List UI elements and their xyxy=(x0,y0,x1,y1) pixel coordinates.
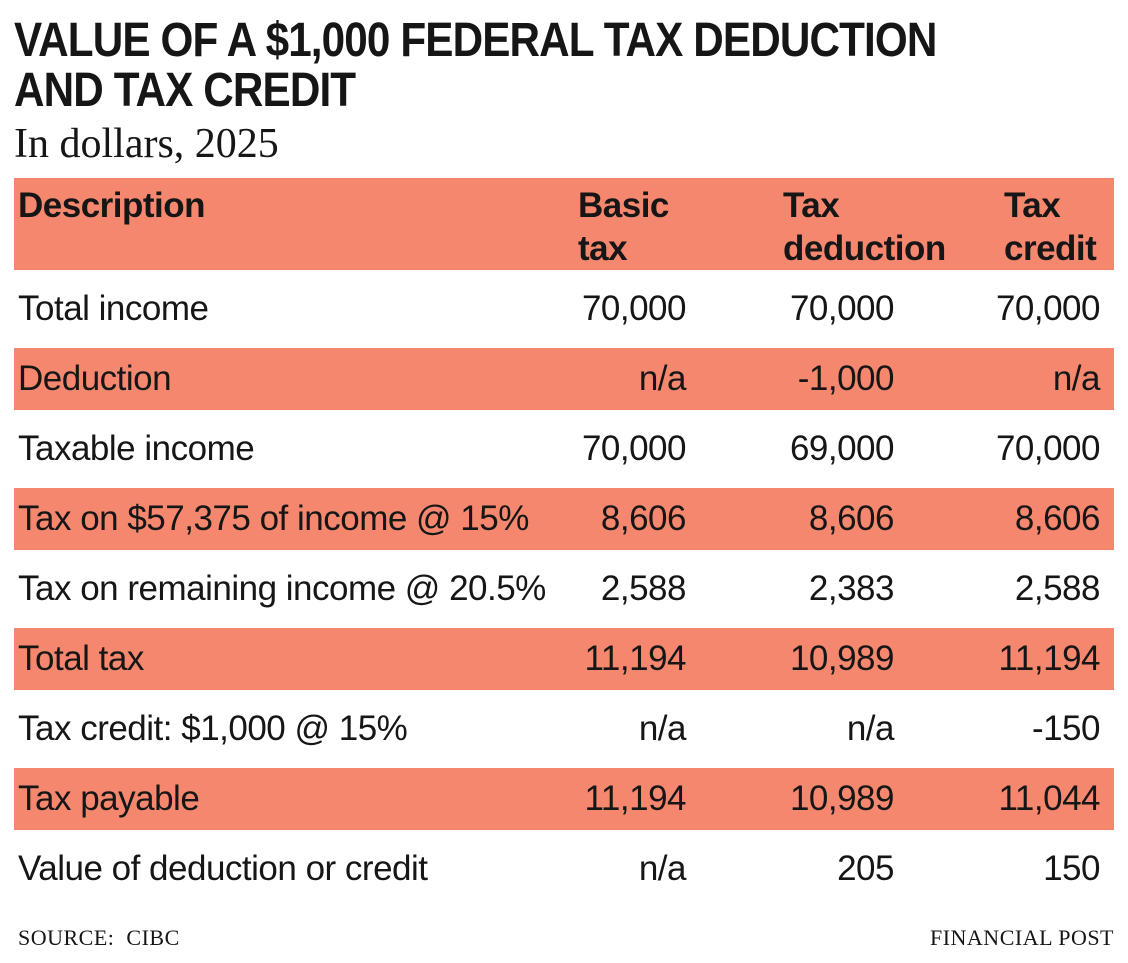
chart-subtitle: In dollars, 2025 xyxy=(14,121,279,167)
table-row: Tax on remaining income @ 20.5% 2,588 2,… xyxy=(14,550,1114,628)
source-attribution: SOURCE: CIBC xyxy=(14,924,180,952)
tax-comparison-table: Description Basic tax Tax deduction Tax … xyxy=(14,178,1114,908)
column-header-description: Description xyxy=(18,186,206,225)
tax-deduction-value: 10,989 xyxy=(789,779,895,818)
tax-credit-value: 70,000 xyxy=(995,289,1101,328)
row-label: Tax credit: $1,000 @ 15% xyxy=(18,709,408,748)
basic-tax-value: n/a xyxy=(638,849,687,888)
row-label: Total income xyxy=(18,289,209,328)
tax-deduction-value: n/a xyxy=(846,709,895,748)
row-label: Deduction xyxy=(18,359,172,398)
chart-title-line-1: VALUE OF A $1,000 FEDERAL TAX DEDUCTION xyxy=(14,14,937,67)
tax-deduction-value: -1,000 xyxy=(797,359,895,398)
source-value: CIBC xyxy=(126,925,180,950)
chart-title: VALUE OF A $1,000 FEDERAL TAX DEDUCTION … xyxy=(14,16,1114,116)
basic-tax-value: 11,194 xyxy=(584,639,687,678)
tax-credit-value: 70,000 xyxy=(995,429,1101,468)
table-row: Total income 70,000 70,000 70,000 xyxy=(14,270,1114,348)
table-row: Tax on $57,375 of income @ 15% 8,606 8,6… xyxy=(14,488,1114,550)
row-label: Tax on remaining income @ 20.5% xyxy=(18,569,546,608)
table-row: Deduction n/a -1,000 n/a xyxy=(14,348,1114,410)
tax-deduction-value: 10,989 xyxy=(789,639,895,678)
row-label: Tax payable xyxy=(18,779,200,818)
tax-deduction-value: 205 xyxy=(837,849,894,888)
tax-credit-value: -150 xyxy=(1031,709,1101,748)
basic-tax-value: 70,000 xyxy=(581,289,687,328)
source-label: SOURCE: xyxy=(18,925,115,950)
table-row: Tax credit: $1,000 @ 15% n/a n/a -150 xyxy=(14,690,1114,768)
basic-tax-value: 2,588 xyxy=(600,569,687,608)
basic-tax-value: n/a xyxy=(638,359,687,398)
tax-deduction-value: 69,000 xyxy=(789,429,895,468)
row-label: Total tax xyxy=(18,639,144,678)
row-label: Tax on $57,375 of income @ 15% xyxy=(18,499,529,538)
basic-tax-value: 8,606 xyxy=(600,499,687,538)
basic-tax-value: n/a xyxy=(638,709,687,748)
tax-credit-value: 2,588 xyxy=(1014,569,1101,608)
table-row: Value of deduction or credit n/a 205 150 xyxy=(14,830,1114,908)
chart-footer: SOURCE: CIBC FINANCIAL POST xyxy=(14,924,1114,952)
column-header-basic-tax: Basic tax xyxy=(578,186,669,268)
tax-deduction-value: 8,606 xyxy=(808,499,895,538)
tax-credit-value: n/a xyxy=(1052,359,1101,398)
basic-tax-value: 70,000 xyxy=(581,429,687,468)
basic-tax-value: 11,194 xyxy=(584,779,687,818)
column-header-tax-credit: Tax credit xyxy=(1004,186,1097,268)
tax-credit-value: 8,606 xyxy=(1014,499,1101,538)
row-label: Value of deduction or credit xyxy=(18,849,428,888)
table-row: Total tax 11,194 10,989 11,194 xyxy=(14,628,1114,690)
tax-credit-value: 11,044 xyxy=(998,779,1101,818)
table-row: Taxable income 70,000 69,000 70,000 xyxy=(14,410,1114,488)
column-header-tax-deduction: Tax deduction xyxy=(783,186,946,268)
chart-title-line-2: AND TAX CREDIT xyxy=(14,64,356,117)
publisher-credit: FINANCIAL POST xyxy=(929,925,1114,950)
table-header-row: Description Basic tax Tax deduction Tax … xyxy=(14,178,1114,270)
tax-deduction-value: 2,383 xyxy=(808,569,895,608)
tax-deduction-value: 70,000 xyxy=(789,289,895,328)
tax-credit-value: 150 xyxy=(1043,849,1100,888)
tax-credit-value: 11,194 xyxy=(998,639,1101,678)
table-row: Tax payable 11,194 10,989 11,044 xyxy=(14,768,1114,830)
row-label: Taxable income xyxy=(18,429,255,468)
